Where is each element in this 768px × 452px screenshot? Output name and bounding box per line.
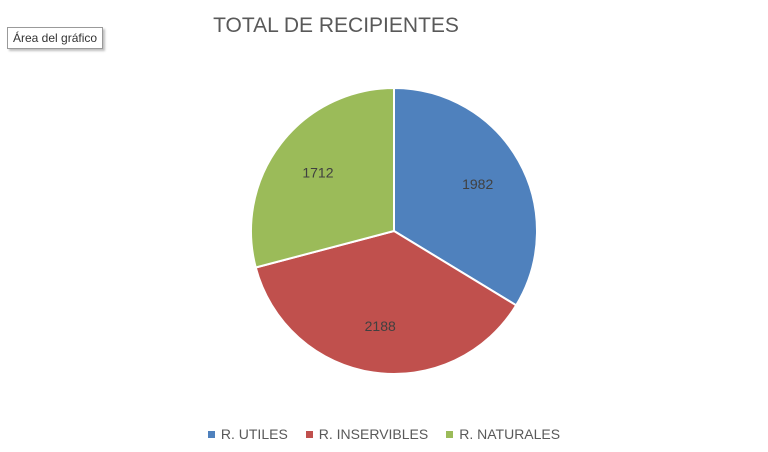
legend-item-inservibles[interactable]: R. INSERVIBLES (305, 426, 429, 442)
legend-swatch-inservibles (305, 430, 313, 438)
chart-title: TOTAL DE RECIPIENTES (213, 14, 459, 37)
legend-label-utiles: R. UTILES (220, 426, 288, 442)
data-label-utiles: 1982 (462, 176, 493, 192)
pie-data-labels: 1982 2188 1712 (302, 164, 493, 334)
legend-swatch-naturales (446, 430, 454, 438)
legend-item-naturales[interactable]: R. NATURALES (446, 426, 560, 442)
legend-item-utiles[interactable]: R. UTILES (207, 426, 288, 442)
legend-label-naturales: R. NATURALES (459, 426, 561, 442)
data-label-naturales: 1712 (302, 164, 333, 180)
chart-legend: R. UTILES R. INSERVIBLES R. NATURALES (0, 424, 768, 444)
pie-slice-naturales[interactable] (250, 87, 395, 269)
legend-label-inservibles: R. INSERVIBLES (318, 426, 429, 442)
data-label-inservibles: 2188 (365, 318, 396, 334)
pie-slices (250, 87, 538, 375)
pie-slice-inservibles[interactable] (254, 230, 518, 375)
chart-area-tooltip: Área del gráfico (7, 27, 104, 49)
legend-swatch-utiles (207, 430, 215, 438)
pie-slice-utiles[interactable] (393, 87, 538, 307)
